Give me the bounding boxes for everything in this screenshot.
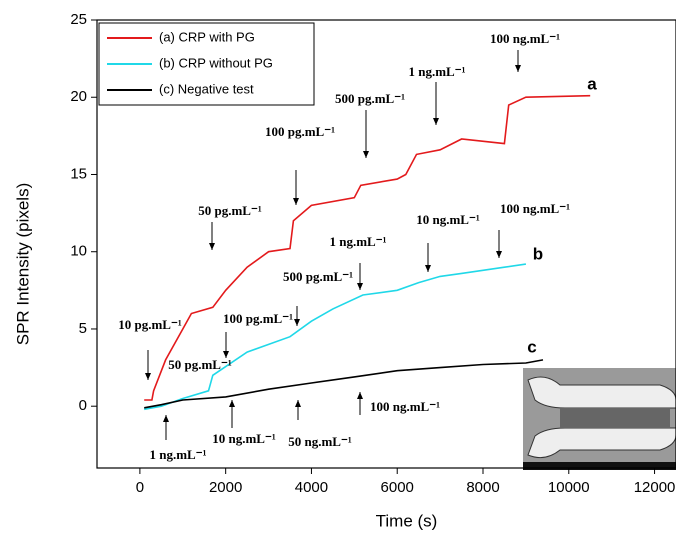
series-line (144, 94, 591, 401)
y-axis-title: SPR Intensity (pixels) (13, 183, 32, 346)
annotation: 100 ng.mL⁻¹ (500, 201, 570, 216)
x-tick-label: 2000 (209, 479, 242, 496)
arrow-head (293, 198, 299, 205)
curve-label: b (533, 244, 543, 263)
arrow-head (357, 392, 363, 399)
annotation: 10 ng.mL⁻¹ (416, 212, 480, 227)
x-tick-label: 0 (136, 479, 144, 496)
y-tick-label: 10 (70, 243, 87, 260)
arrow-head (294, 319, 300, 326)
annotation: 50 ng.mL⁻¹ (288, 434, 352, 449)
arrow-head (357, 283, 363, 290)
annotation: 500 pg.mL⁻¹ (283, 269, 353, 284)
x-tick-label: 10000 (548, 479, 590, 496)
inset-image (523, 368, 676, 470)
annotation: 1 ng.mL⁻¹ (330, 234, 387, 249)
annotation: 50 pg.mL⁻¹ (168, 357, 232, 372)
x-axis-title: Time (s) (376, 511, 438, 530)
arrow-head (223, 351, 229, 358)
curve-label: c (527, 337, 536, 356)
arrow-head (209, 243, 215, 250)
arrow-head (363, 151, 369, 158)
x-tick-label: 12000 (634, 479, 676, 496)
legend-label: (a) CRP with PG (159, 29, 255, 44)
annotation: 50 pg.mL⁻¹ (198, 203, 262, 218)
annotation: 100 pg.mL⁻¹ (265, 124, 335, 139)
x-tick-label: 8000 (466, 479, 499, 496)
y-tick-label: 20 (70, 88, 87, 105)
annotation: 100 ng.mL⁻¹ (490, 31, 560, 46)
annotation: 10 pg.mL⁻¹ (118, 317, 182, 332)
arrow-head (295, 400, 301, 407)
annotation: 1 ng.mL⁻¹ (150, 447, 207, 462)
legend-label: (b) CRP without PG (159, 55, 273, 70)
arrow-head (496, 251, 502, 258)
arrow-head (425, 265, 431, 272)
annotation: 1 ng.mL⁻¹ (409, 64, 466, 79)
x-tick-label: 4000 (295, 479, 328, 496)
arrow-head (515, 65, 521, 72)
arrow-head (229, 400, 235, 407)
annotation: 100 pg.mL⁻¹ (223, 311, 293, 326)
arrow-head (433, 118, 439, 125)
plot-frame (96, 19, 676, 469)
annotation: 100 ng.mL⁻¹ (370, 399, 440, 414)
legend-label: (c) Negative test (159, 81, 254, 96)
x-tick-label: 6000 (381, 479, 414, 496)
y-tick-label: 25 (70, 11, 87, 28)
arrow-head (145, 373, 151, 380)
annotation: 10 ng.mL⁻¹ (212, 431, 276, 446)
series-line (144, 359, 544, 409)
y-tick-label: 5 (79, 320, 87, 337)
curve-label: a (587, 74, 597, 93)
series-line (144, 263, 527, 411)
y-tick-label: 0 (79, 397, 87, 414)
arrow-head (163, 415, 169, 422)
annotation: 500 pg.mL⁻¹ (335, 91, 405, 106)
y-tick-label: 15 (70, 165, 87, 182)
